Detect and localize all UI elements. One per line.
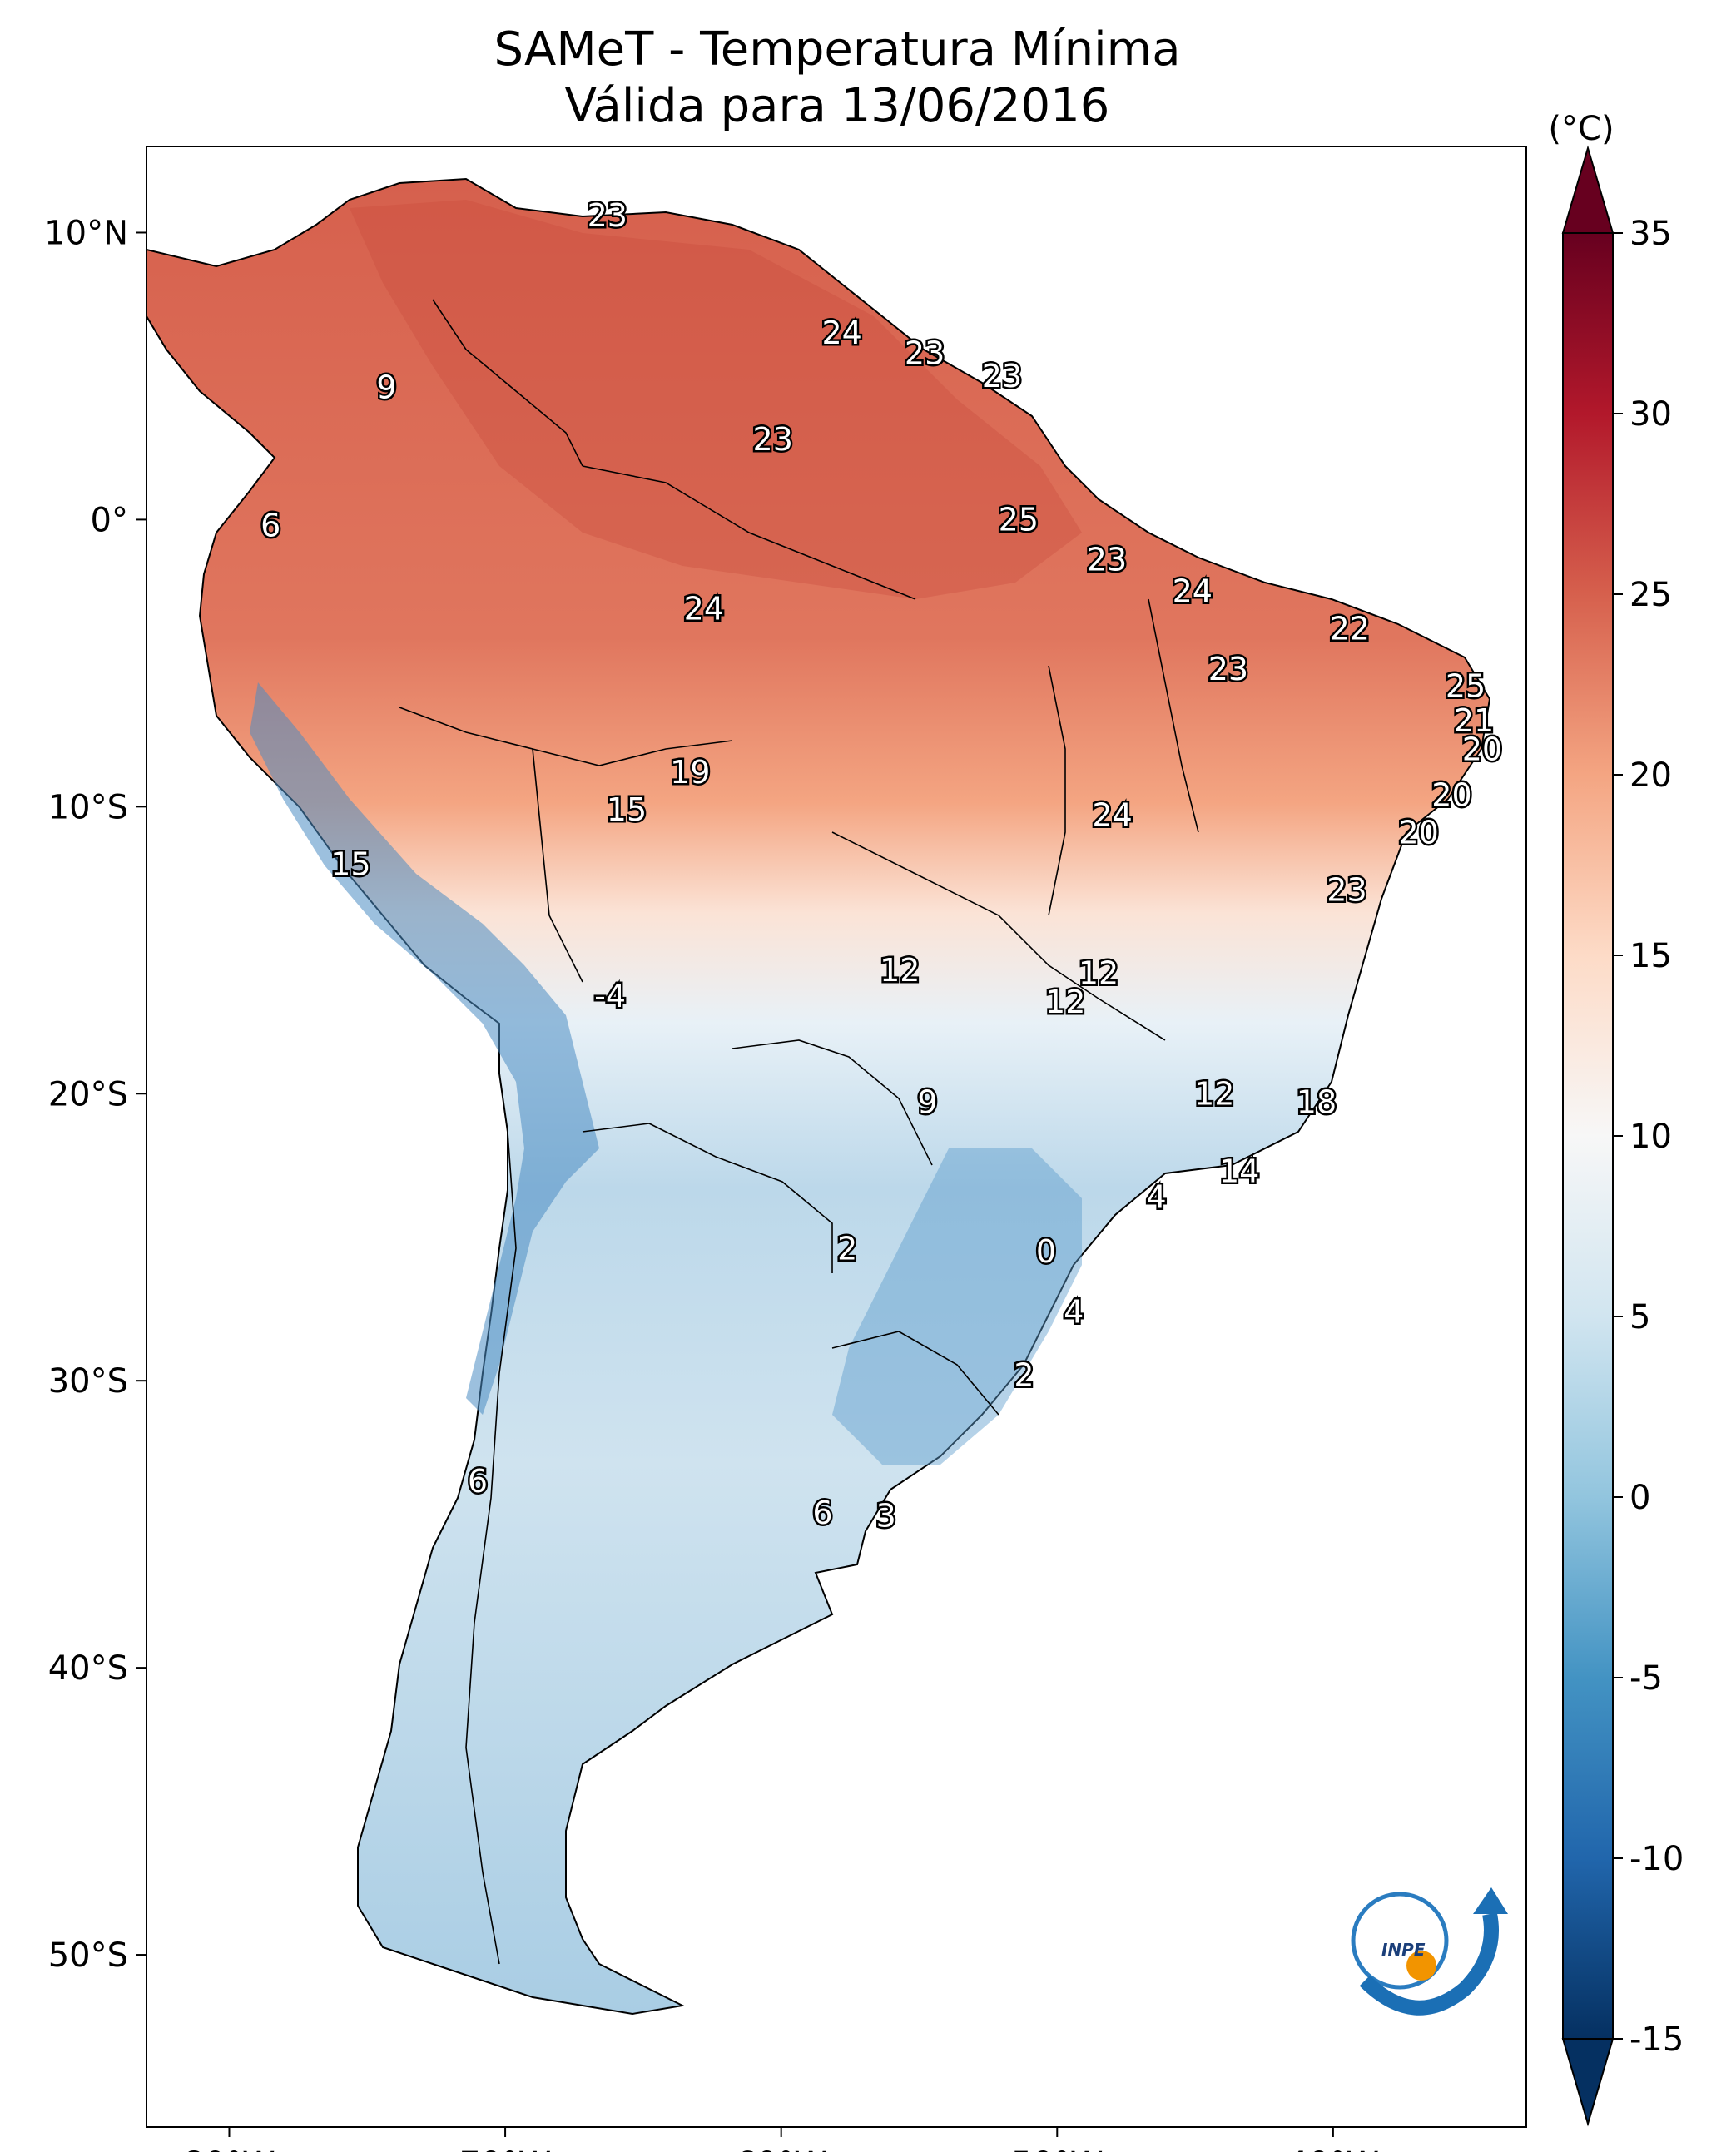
colorbar-ticks: 35 30 25 20 15 10 5 0 -5 -10 -15 — [1613, 215, 1684, 2059]
temperature-label: 12 — [880, 952, 920, 989]
temperature-label: 22 — [1330, 610, 1370, 647]
temperature-label: 0 — [1036, 1233, 1056, 1270]
temperature-label: 20 — [1462, 731, 1502, 767]
colorbar-unit: (°C) — [1548, 110, 1614, 148]
colorbar-tick-label: 0 — [1629, 1479, 1650, 1517]
colorbar-tick-label: 30 — [1629, 395, 1672, 434]
colorbar-tick-label: -15 — [1629, 2021, 1684, 2059]
lat-tick-label: 20°S — [48, 1075, 128, 1113]
lon-tick-label: 50°W — [1011, 2145, 1103, 2152]
country-borders — [399, 299, 1199, 1965]
temperature-label: 9 — [917, 1084, 937, 1121]
temperature-label: 19 — [670, 754, 710, 791]
temperature-label: 23 — [1208, 651, 1248, 687]
lat-tick-label: 10°S — [48, 788, 128, 826]
temperature-label: 24 — [1092, 797, 1132, 834]
inpe-logo: INPE — [1351, 1887, 1508, 2016]
temperature-label: 6 — [260, 507, 280, 543]
temperature-label: 23 — [1327, 871, 1366, 908]
lat-tick-label: 30°S — [48, 1362, 128, 1401]
temperature-label: 15 — [607, 791, 647, 828]
temperature-label: 23 — [1087, 542, 1127, 578]
temperature-label: 25 — [999, 501, 1039, 538]
inpe-logo-text: INPE — [1381, 1940, 1426, 1960]
map-title-line2: Válida para 13/06/2016 — [564, 79, 1110, 133]
temperature-label: 6 — [812, 1495, 832, 1531]
temperature-label: 23 — [982, 358, 1022, 394]
temperature-label: 18 — [1297, 1084, 1337, 1121]
temperature-label: 24 — [821, 315, 861, 351]
colorbar-tick-label: -10 — [1629, 1840, 1684, 1878]
temperature-label: 2 — [1014, 1356, 1034, 1393]
colorbar: 35 30 25 20 15 10 5 0 -5 -10 -15 (°C) — [1548, 110, 1684, 2127]
temperature-label: 9 — [376, 369, 396, 406]
map-frame — [146, 146, 1527, 2128]
temperature-label: 12 — [1045, 984, 1085, 1020]
temperature-label: 23 — [753, 421, 793, 458]
temperature-label: 2 — [837, 1231, 857, 1267]
map-area — [146, 177, 1491, 2016]
temperature-label: 15 — [330, 845, 370, 882]
map-title-line1: SAMeT - Temperatura Mínima — [494, 22, 1181, 77]
colorbar-extend-min — [1561, 2038, 1614, 2127]
lat-tick-label: 50°S — [48, 1936, 128, 1975]
colorbar-tick-label: 35 — [1629, 215, 1672, 253]
colorbar-tick-label: 15 — [1629, 937, 1672, 975]
temperature-label: 6 — [468, 1463, 488, 1500]
temperature-label: 12 — [1079, 955, 1118, 991]
lon-tick-label: 60°W — [735, 2145, 826, 2152]
lon-tick-label: 70°W — [459, 2145, 551, 2152]
longitude-axis: 80°W 70°W 60°W 50°W 40°W — [183, 2127, 1379, 2152]
south-cold-patch — [832, 1148, 1082, 1465]
temperature-label: 4 — [1147, 1178, 1167, 1215]
colorbar-tick-label: 20 — [1629, 756, 1672, 795]
lat-tick-label: 40°S — [48, 1649, 128, 1688]
temperature-label: 4 — [1064, 1293, 1084, 1330]
temperature-label: 20 — [1398, 814, 1438, 850]
temperature-label: 24 — [1173, 573, 1213, 610]
lon-tick-label: 80°W — [183, 2145, 275, 2152]
temperature-label: 23 — [588, 197, 627, 234]
lon-tick-label: 40°W — [1287, 2145, 1379, 2152]
colorbar-extend-max — [1561, 145, 1614, 234]
temperature-label: 21 — [1454, 702, 1494, 739]
colorbar-gradient — [1562, 232, 1614, 2040]
temperature-label: -4 — [594, 978, 626, 1014]
colorbar-tick-label: 25 — [1629, 576, 1672, 614]
andes-cold-band — [250, 682, 599, 1415]
temperature-label: 12 — [1194, 1075, 1234, 1112]
temperature-label: 14 — [1219, 1153, 1259, 1189]
lat-tick-label: 10°N — [44, 214, 128, 252]
colorbar-tick-label: -5 — [1629, 1659, 1663, 1698]
temperature-label: 25 — [1446, 667, 1486, 704]
colorbar-tick-label: 5 — [1629, 1298, 1650, 1336]
colorbar-tick-label: 10 — [1629, 1118, 1672, 1156]
temperature-label: 23 — [905, 335, 945, 371]
lat-tick-label: 0° — [91, 501, 128, 539]
temperature-label: 3 — [876, 1497, 896, 1534]
temperature-label: 24 — [684, 590, 724, 627]
latitude-axis: 10°N 0° 10°S 20°S 30°S 40°S 50°S — [44, 214, 146, 1975]
temperature-label: 20 — [1431, 777, 1471, 814]
north-hot-patch — [350, 200, 1082, 599]
